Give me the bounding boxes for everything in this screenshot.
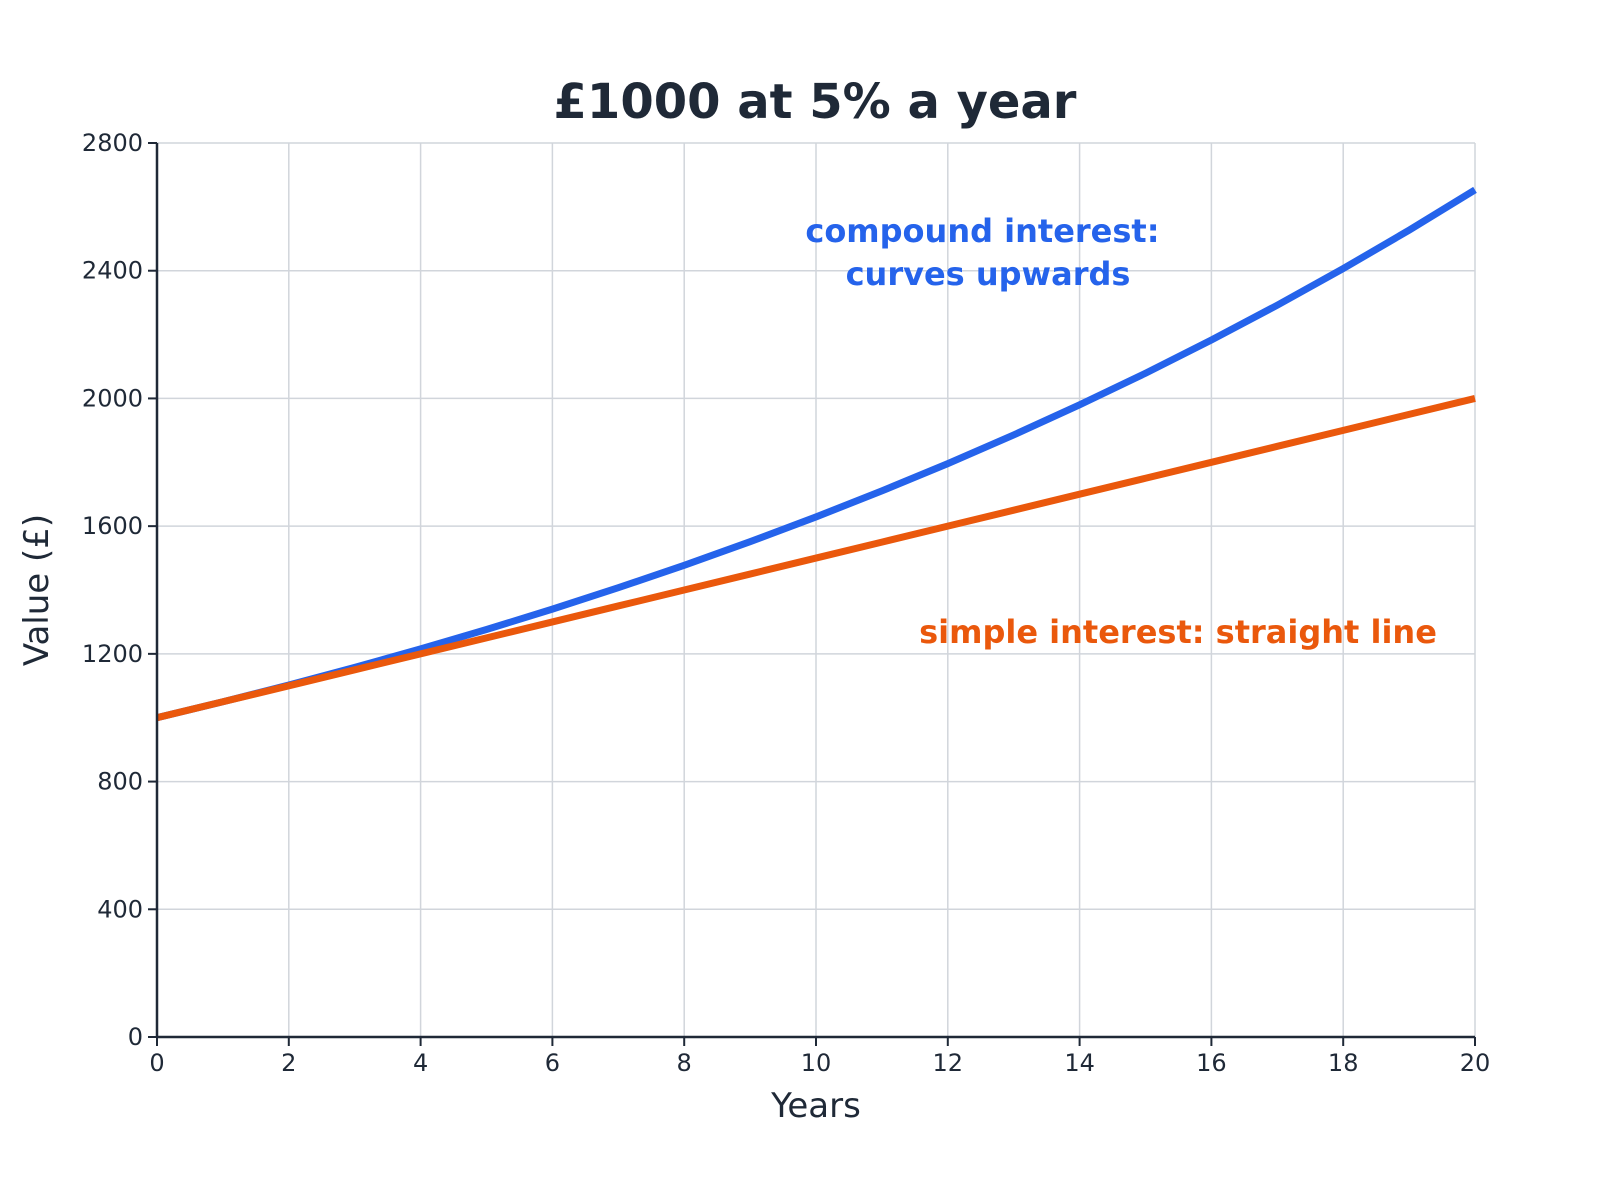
grid (156, 142, 1476, 1038)
y-tick-label-0: 0 (128, 1023, 143, 1051)
annotation-compound: compound interest: curves upwards (805, 212, 1170, 293)
annotation-simple-line-1: simple interest: straight line (919, 613, 1437, 651)
annotation-simple: simple interest: straight line (919, 613, 1437, 651)
x-tick-label-6: 12 (933, 1049, 964, 1077)
x-tick-label-3: 6 (545, 1049, 560, 1077)
x-tick-label-7: 14 (1064, 1049, 1095, 1077)
x-tick-label-8: 16 (1196, 1049, 1227, 1077)
y-tick-label-2: 800 (97, 768, 143, 796)
x-axis-label: Years (770, 1086, 861, 1126)
x-tick-label-9: 18 (1328, 1049, 1359, 1077)
series-layer (156, 186, 1477, 722)
y-tick-label-5: 2000 (82, 384, 143, 412)
ticks: 0 2 4 6 8 10 12 14 16 18 20 0 400 800 1200 1600 2000 2400… (82, 129, 1490, 1077)
y-axis-label: Value (£) (17, 514, 57, 666)
x-tick-label-4: 8 (677, 1049, 692, 1077)
x-tick-label-2: 4 (413, 1049, 428, 1077)
x-tick-label-5: 10 (801, 1049, 832, 1077)
x-tick-label-0: 0 (149, 1049, 164, 1077)
x-tick-label-10: 20 (1460, 1049, 1491, 1077)
annotations: compound interest: curves upwards simple… (805, 212, 1437, 651)
y-tick-label-3: 1200 (82, 640, 143, 668)
series-line-simple (156, 395, 1476, 722)
y-tick-label-4: 1600 (82, 512, 143, 540)
y-tick-label-1: 400 (97, 895, 143, 923)
annotation-compound-line-1: compound interest: (805, 212, 1159, 250)
chart-title: £1000 at 5% a year (554, 74, 1077, 130)
x-tick-label-1: 2 (281, 1049, 296, 1077)
y-tick-label-7: 2800 (82, 129, 143, 157)
y-tick-label-6: 2400 (82, 257, 143, 285)
annotation-compound-line-2: curves upwards (846, 255, 1131, 293)
